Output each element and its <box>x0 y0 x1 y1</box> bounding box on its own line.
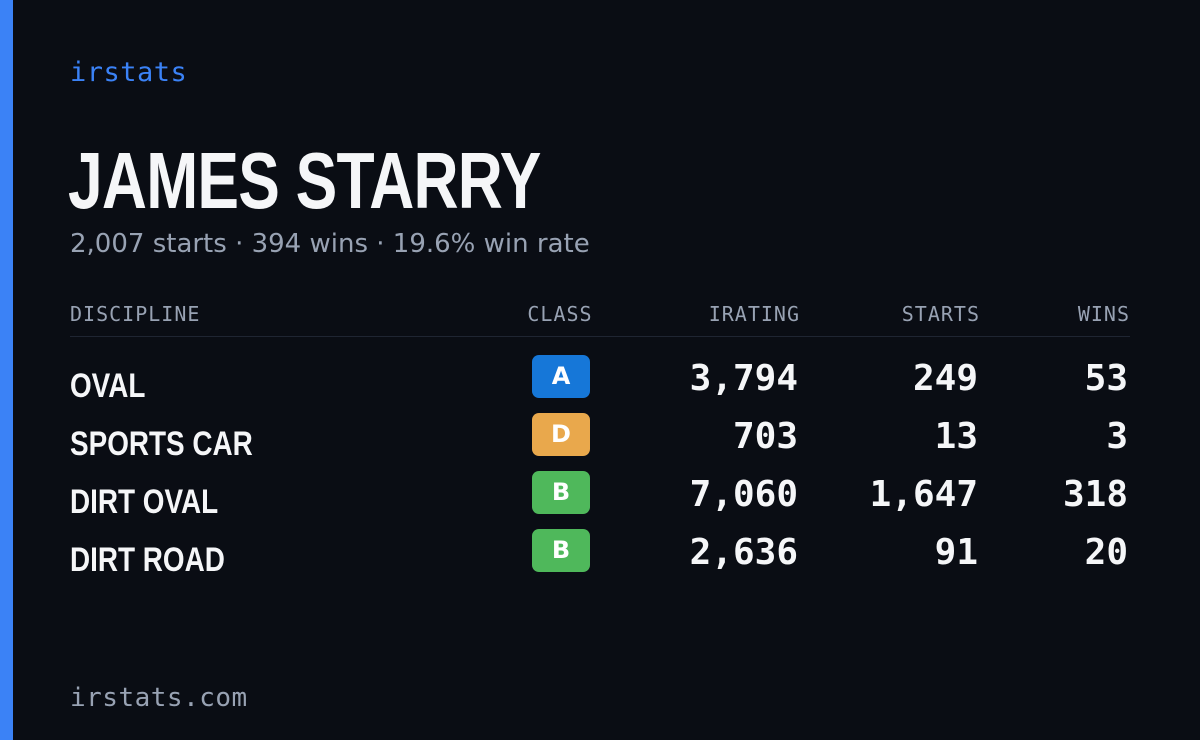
starts-value: 249 <box>912 358 978 399</box>
wins-value: 20 <box>1084 532 1128 573</box>
accent-bar <box>0 0 13 740</box>
starts-value: 1,647 <box>869 474 978 515</box>
table-row: DIRT OVAL B 7,060 1,647 318 <box>70 469 1130 527</box>
discipline-name: OVAL <box>70 367 146 405</box>
class-badge: B <box>532 529 590 572</box>
table-header: DISCIPLINE CLASS IRATING STARTS WINS <box>70 296 1130 337</box>
irating-value: 703 <box>732 416 798 457</box>
driver-name: JAMES STARRY <box>68 136 541 225</box>
starts-value: 91 <box>934 532 978 573</box>
irating-value: 7,060 <box>689 474 798 515</box>
class-badge: B <box>532 471 590 514</box>
class-badge: A <box>532 355 590 398</box>
class-badge: D <box>532 413 590 456</box>
header-discipline: DISCIPLINE <box>70 302 201 326</box>
header-starts: STARTS <box>901 302 980 326</box>
discipline-name: SPORTS CAR <box>70 425 253 463</box>
irating-value: 3,794 <box>689 358 798 399</box>
starts-value: 13 <box>934 416 978 457</box>
wins-value: 3 <box>1106 416 1128 457</box>
discipline-name: DIRT ROAD <box>70 541 225 579</box>
wins-value: 318 <box>1062 474 1128 515</box>
brand-logo-text: irstats <box>70 57 188 88</box>
header-wins: WINS <box>1077 302 1130 326</box>
irating-value: 2,636 <box>689 532 798 573</box>
stats-table: DISCIPLINE CLASS IRATING STARTS WINS OVA… <box>70 296 1130 579</box>
table-row: DIRT ROAD B 2,636 91 20 <box>70 527 1130 585</box>
header-class: CLASS <box>527 302 593 326</box>
header-irating: IRATING <box>708 302 800 326</box>
discipline-name: DIRT OVAL <box>70 483 219 521</box>
footer-url: irstats.com <box>70 683 248 713</box>
table-body: OVAL A 3,794 249 53 SPORTS CAR D 703 13 … <box>70 353 1130 585</box>
driver-summary: 2,007 starts · 394 wins · 19.6% win rate <box>70 229 590 259</box>
table-row: SPORTS CAR D 703 13 3 <box>70 411 1130 469</box>
table-row: OVAL A 3,794 249 53 <box>70 353 1130 411</box>
wins-value: 53 <box>1084 358 1128 399</box>
